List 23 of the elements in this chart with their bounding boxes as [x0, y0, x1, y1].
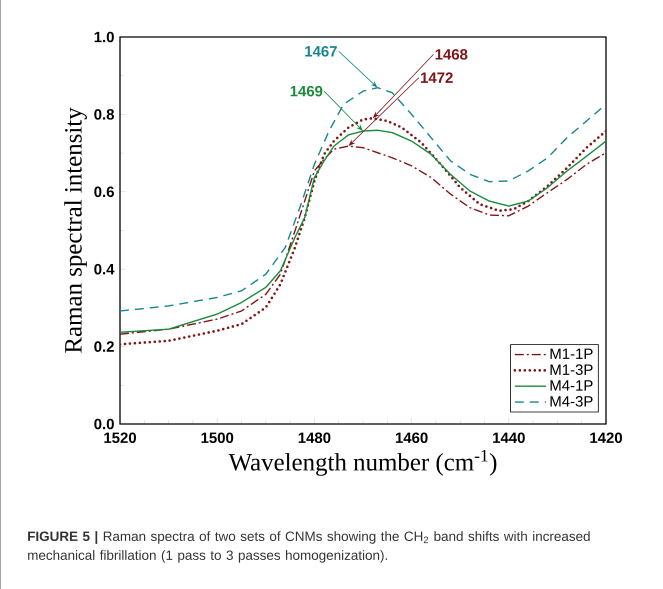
- legend-label: M1-1P: [550, 348, 593, 359]
- y-tick-label: 0.6: [94, 186, 114, 198]
- y-tick-label: 0.0: [94, 418, 114, 430]
- y-tick-label: 1.0: [94, 32, 114, 42]
- annotation: 1468: [436, 49, 468, 60]
- x-tick-label: 1520: [104, 432, 136, 444]
- legend-label: M1-3P: [550, 364, 593, 375]
- legend-label: M4-1P: [550, 380, 593, 391]
- x-tick-label: 1500: [202, 432, 234, 444]
- x-tick-label: 1460: [396, 432, 428, 444]
- annotation: 1469: [290, 86, 322, 96]
- y-tick-label: 0.4: [94, 264, 114, 274]
- annotation: 1472: [421, 72, 453, 83]
- text: FIGURE 5 | Raman spectra of two sets of CNMs showing the CH$_{2}$ band shifts with increased mechanical fibrillation (1 pass to 3 passes homogenization).: [28, 531, 590, 563]
- x-tick-label: 1440: [493, 432, 525, 444]
- y-tick-label: 0.2: [94, 341, 114, 352]
- y-tick-label: 0.8: [94, 109, 114, 120]
- y-axis-title: Raman spectral intensity: [64, 107, 87, 353]
- x-tick-label: 1480: [298, 432, 330, 444]
- annotation: 1467: [305, 46, 337, 57]
- x-tick-label: 1420: [590, 432, 622, 444]
- x-axis-title: Wavelength number (cm$^{-1}$): [228, 450, 496, 476]
- legend-label: M4-3P: [550, 396, 593, 407]
